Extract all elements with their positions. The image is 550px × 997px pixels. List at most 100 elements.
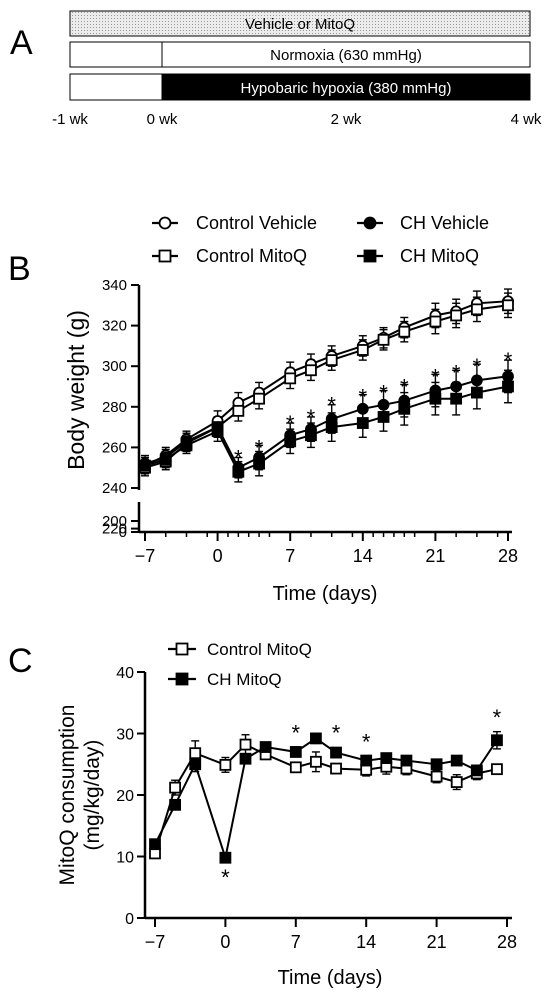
data-point-4-12	[398, 402, 411, 415]
data-point-4-2	[159, 453, 172, 466]
timeline-bar-hypoxia-pre	[69, 73, 163, 101]
data-point-c-1-3	[189, 747, 202, 760]
data-point-4-6	[253, 457, 265, 470]
data-point-2-9	[325, 354, 338, 367]
x-axis-title-c: Time (days)	[278, 967, 383, 989]
y-tick-label-320: 320	[102, 318, 127, 335]
y-tick-label-c-20: 20	[116, 788, 134, 805]
data-point-3-14	[450, 380, 463, 393]
y-tick-label-c-0: 0	[125, 911, 134, 928]
data-point-4-1	[139, 459, 151, 472]
timeline-bar-vehicle-label: Vehicle or MitoQ	[245, 16, 355, 33]
significance-star-c-5: *	[493, 705, 502, 730]
data-point-4-8	[305, 429, 317, 442]
series-line-c-1	[154, 743, 498, 854]
data-point-c-1-5	[239, 738, 252, 751]
panel-label-a: A	[10, 24, 33, 62]
timeline-bar-normoxia-pre	[69, 41, 163, 68]
x-tick-label-c-4: 21	[427, 932, 447, 952]
y-axis-title-c-line2: (mg/kg/day)	[81, 740, 104, 851]
y-tick-label-280: 280	[102, 399, 127, 416]
panel-label-c: C	[8, 642, 33, 680]
x-tick-label-1: 0	[213, 546, 223, 566]
significance-star-4: *	[307, 405, 316, 430]
x-tick-label-c-1: 0	[220, 932, 230, 952]
x-tick-label-c-5: 28	[497, 932, 517, 952]
significance-star-c-3: *	[332, 720, 341, 745]
x-tick-label-0: −7	[135, 546, 156, 566]
data-point-3-11	[377, 398, 390, 411]
data-point-4-7	[284, 435, 297, 448]
data-point-3-15	[470, 374, 483, 387]
y-tick-label-340: 340	[102, 277, 127, 294]
data-point-2-11	[377, 333, 390, 346]
data-point-c-1-2	[169, 781, 182, 794]
y-tick-label-260: 260	[102, 439, 127, 456]
data-point-2-10	[356, 344, 369, 356]
legend-marker-1	[158, 216, 172, 230]
significance-star-c-2: *	[292, 720, 301, 745]
y-tick-label-200: 200	[102, 513, 127, 530]
y-tick-label-0: 0	[119, 524, 127, 541]
data-point-c-1-9	[330, 762, 342, 775]
significance-star-6: *	[359, 385, 368, 410]
data-point-4-5	[232, 465, 245, 478]
timeline-bar-hypoxia-label: Hypobaric hypoxia (380 mmHg)	[241, 80, 452, 97]
data-point-c-2-2	[169, 798, 182, 811]
data-point-c-2-13	[430, 758, 443, 771]
data-point-4-16	[502, 380, 514, 393]
data-point-4-15	[470, 386, 483, 399]
timeline-tick-4wk: 4 wk	[511, 111, 542, 128]
legend-label-c-1: Control MitoQ	[207, 640, 312, 659]
data-point-c-2-1	[149, 838, 161, 851]
data-point-2-8	[305, 364, 317, 377]
data-point-c-2-8	[310, 732, 322, 745]
data-point-4-10	[356, 417, 369, 429]
legend-marker-4	[363, 249, 377, 263]
body-weight-chart: Control Vehicle Control MitoQ CH Vehicle CH…	[63, 213, 518, 605]
x-tick-label-c-0: −7	[145, 932, 166, 952]
legend-label-c-2: CH MitoQ	[207, 670, 282, 689]
x-tick-label-c-2: 7	[291, 932, 301, 952]
series-line-c-2	[154, 737, 498, 862]
data-point-4-11	[377, 411, 390, 423]
data-point-2-7	[284, 372, 297, 385]
x-tick-label-5: 28	[498, 546, 518, 566]
significance-star-3: *	[286, 411, 295, 436]
data-point-c-1-4	[219, 758, 232, 771]
data-point-c-2-4	[219, 851, 232, 864]
data-point-2-13	[429, 315, 442, 328]
series-line-4	[144, 385, 509, 474]
x-tick-label-c-3: 14	[356, 932, 376, 952]
significance-star-2: *	[255, 435, 264, 460]
series-line-1	[144, 300, 509, 467]
data-point-2-16	[502, 299, 514, 312]
timeline-bar-hypoxia	[161, 73, 531, 101]
significance-star-11: *	[473, 354, 482, 379]
data-point-4-4	[211, 425, 224, 438]
y-axis-title: Body weight (g)	[63, 310, 89, 470]
data-point-c-1-14	[450, 776, 463, 788]
legend-label-2: Control MitoQ	[196, 246, 307, 266]
y-tick-label-c-30: 30	[116, 727, 134, 744]
data-point-c-1-7	[289, 761, 302, 774]
y-tick-label-240: 240	[102, 480, 127, 497]
data-point-c-2-9	[330, 746, 342, 759]
data-point-3-10	[356, 402, 369, 415]
data-point-c-2-3	[189, 758, 202, 771]
significance-star-c-4: *	[362, 730, 371, 755]
x-tick-label-2: 7	[285, 546, 295, 566]
data-point-c-2-12	[400, 754, 413, 767]
data-point-2-6	[253, 392, 265, 405]
data-point-2-5	[232, 404, 245, 417]
data-point-c-2-10	[360, 754, 373, 767]
x-axis-title: Time (days)	[273, 583, 378, 605]
legend-label-1: Control Vehicle	[196, 213, 317, 233]
y-tick-label-220: 220	[102, 521, 127, 538]
data-point-c-2-5	[239, 752, 252, 765]
mitoq-consumption-chart: Control MitoQ CH MitoQ 0 10 20 30 40 −7 0 7 14 21 28…	[56, 640, 517, 989]
data-point-c-2-14	[450, 754, 463, 767]
panel-label-b: B	[8, 250, 31, 288]
timeline-bar-normoxia	[161, 41, 531, 68]
timeline-tick-2wk: 2 wk	[331, 111, 362, 128]
